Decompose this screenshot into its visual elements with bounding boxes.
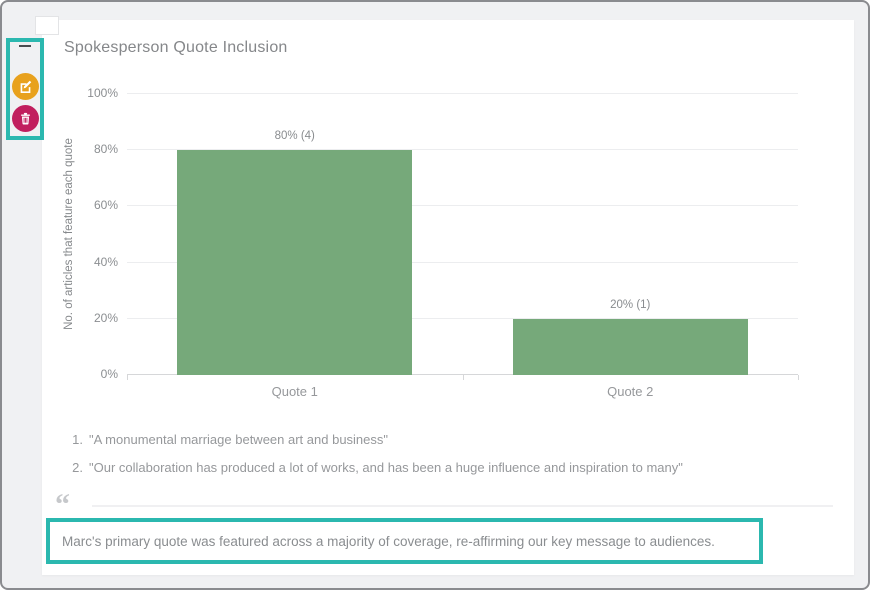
commentary-divider	[92, 505, 833, 507]
footnote-number: 2.	[72, 460, 83, 475]
trash-icon	[19, 112, 32, 125]
axis-tick	[127, 375, 128, 380]
y-tick-label: 0%	[100, 367, 118, 381]
delete-button[interactable]	[12, 105, 39, 132]
gridline: 0%	[101, 367, 798, 381]
footnote-text: "Our collaboration has produced a lot of…	[89, 460, 683, 475]
axis-tick	[462, 375, 464, 380]
x-axis-label: Quote 1	[271, 384, 318, 399]
gridline: 80%	[94, 142, 798, 156]
footnote-item: 1. "A monumental marriage between art and…	[67, 426, 683, 454]
commentary-text: Marc's primary quote was featured across…	[62, 533, 715, 549]
section-checkbox[interactable]	[35, 16, 59, 35]
bar-value-label: 80% (4)	[274, 130, 315, 143]
bar-quote-1	[177, 150, 413, 375]
y-axis-title: No. of articles that feature each quote	[63, 138, 75, 330]
bar-quote-2	[512, 318, 748, 375]
y-tick-label: 80%	[93, 142, 118, 157]
category-slot: 20% (1) Quote 2	[463, 94, 799, 399]
gridline: 60%	[94, 198, 798, 212]
gridline: 40%	[94, 255, 798, 269]
gridline: 20%	[94, 311, 798, 325]
section-controls-highlight	[6, 38, 44, 140]
y-tick-label: 40%	[93, 254, 118, 269]
footnote-item: 2. "Our collaboration has produced a lot …	[67, 454, 683, 482]
chart-title: Spokesperson Quote Inclusion	[64, 39, 288, 56]
quote-mark-icon: “	[55, 488, 70, 521]
plot-area: 0% 20% 40% 60% 80% 100% 80% (4) Quote 1 20% (1) Q…	[87, 86, 799, 399]
y-tick-label: 20%	[93, 310, 118, 325]
axis-tick	[798, 375, 799, 380]
gridline: 100%	[87, 86, 798, 100]
bar-value-label: 20% (1)	[610, 298, 651, 311]
category-slot: 80% (4) Quote 1	[127, 94, 463, 399]
edit-pencil-icon	[19, 80, 32, 93]
footnote-text: "A monumental marriage between art and b…	[89, 432, 389, 447]
footnote-number: 1.	[72, 432, 83, 447]
hamburger-bar	[19, 45, 31, 47]
y-tick-label: 60%	[93, 198, 118, 213]
quote-footnotes: 1. "A monumental marriage between art and…	[67, 426, 683, 482]
commentary-highlight-box[interactable]: Marc's primary quote was featured across…	[46, 518, 763, 564]
x-axis-label: Quote 2	[607, 384, 654, 399]
edit-button[interactable]	[12, 73, 39, 100]
y-tick-label: 100%	[87, 86, 118, 100]
report-section-card: Spokesperson Quote Inclusion No. of arti…	[42, 20, 854, 575]
